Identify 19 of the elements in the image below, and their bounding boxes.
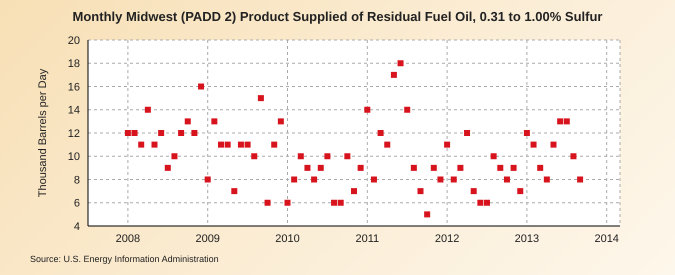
y-axis-title: Thousand Barrels per Day — [36, 68, 49, 198]
x-tick-label: 2012 — [434, 232, 460, 245]
x-tick-label: 2013 — [514, 232, 540, 245]
y-tick-label: 18 — [68, 58, 80, 70]
x-tick-label: 2009 — [195, 232, 220, 245]
x-tick-label: 2011 — [355, 232, 380, 245]
y-tick-label: 12 — [68, 128, 80, 140]
y-tick-label: 6 — [74, 198, 80, 210]
y-tick-label: 14 — [68, 104, 80, 117]
x-tick-label: 2008 — [116, 232, 140, 245]
y-tick-label: 8 — [74, 174, 80, 186]
x-tick-label: 2014 — [594, 232, 619, 245]
y-tick-label: 16 — [68, 81, 80, 94]
chart-title: Monthly Midwest (PADD 2) Product Supplied of Residual Fuel Oil, 0.31 to 1.00% Sulfur — [72, 9, 604, 24]
y-tick-label: 20 — [68, 34, 80, 47]
y-tick-label: 10 — [68, 151, 80, 164]
source-note: Source: U.S. Energy Information Administration — [30, 254, 219, 264]
x-tick-label: 2010 — [275, 232, 300, 245]
y-tick-label: 4 — [74, 220, 80, 233]
